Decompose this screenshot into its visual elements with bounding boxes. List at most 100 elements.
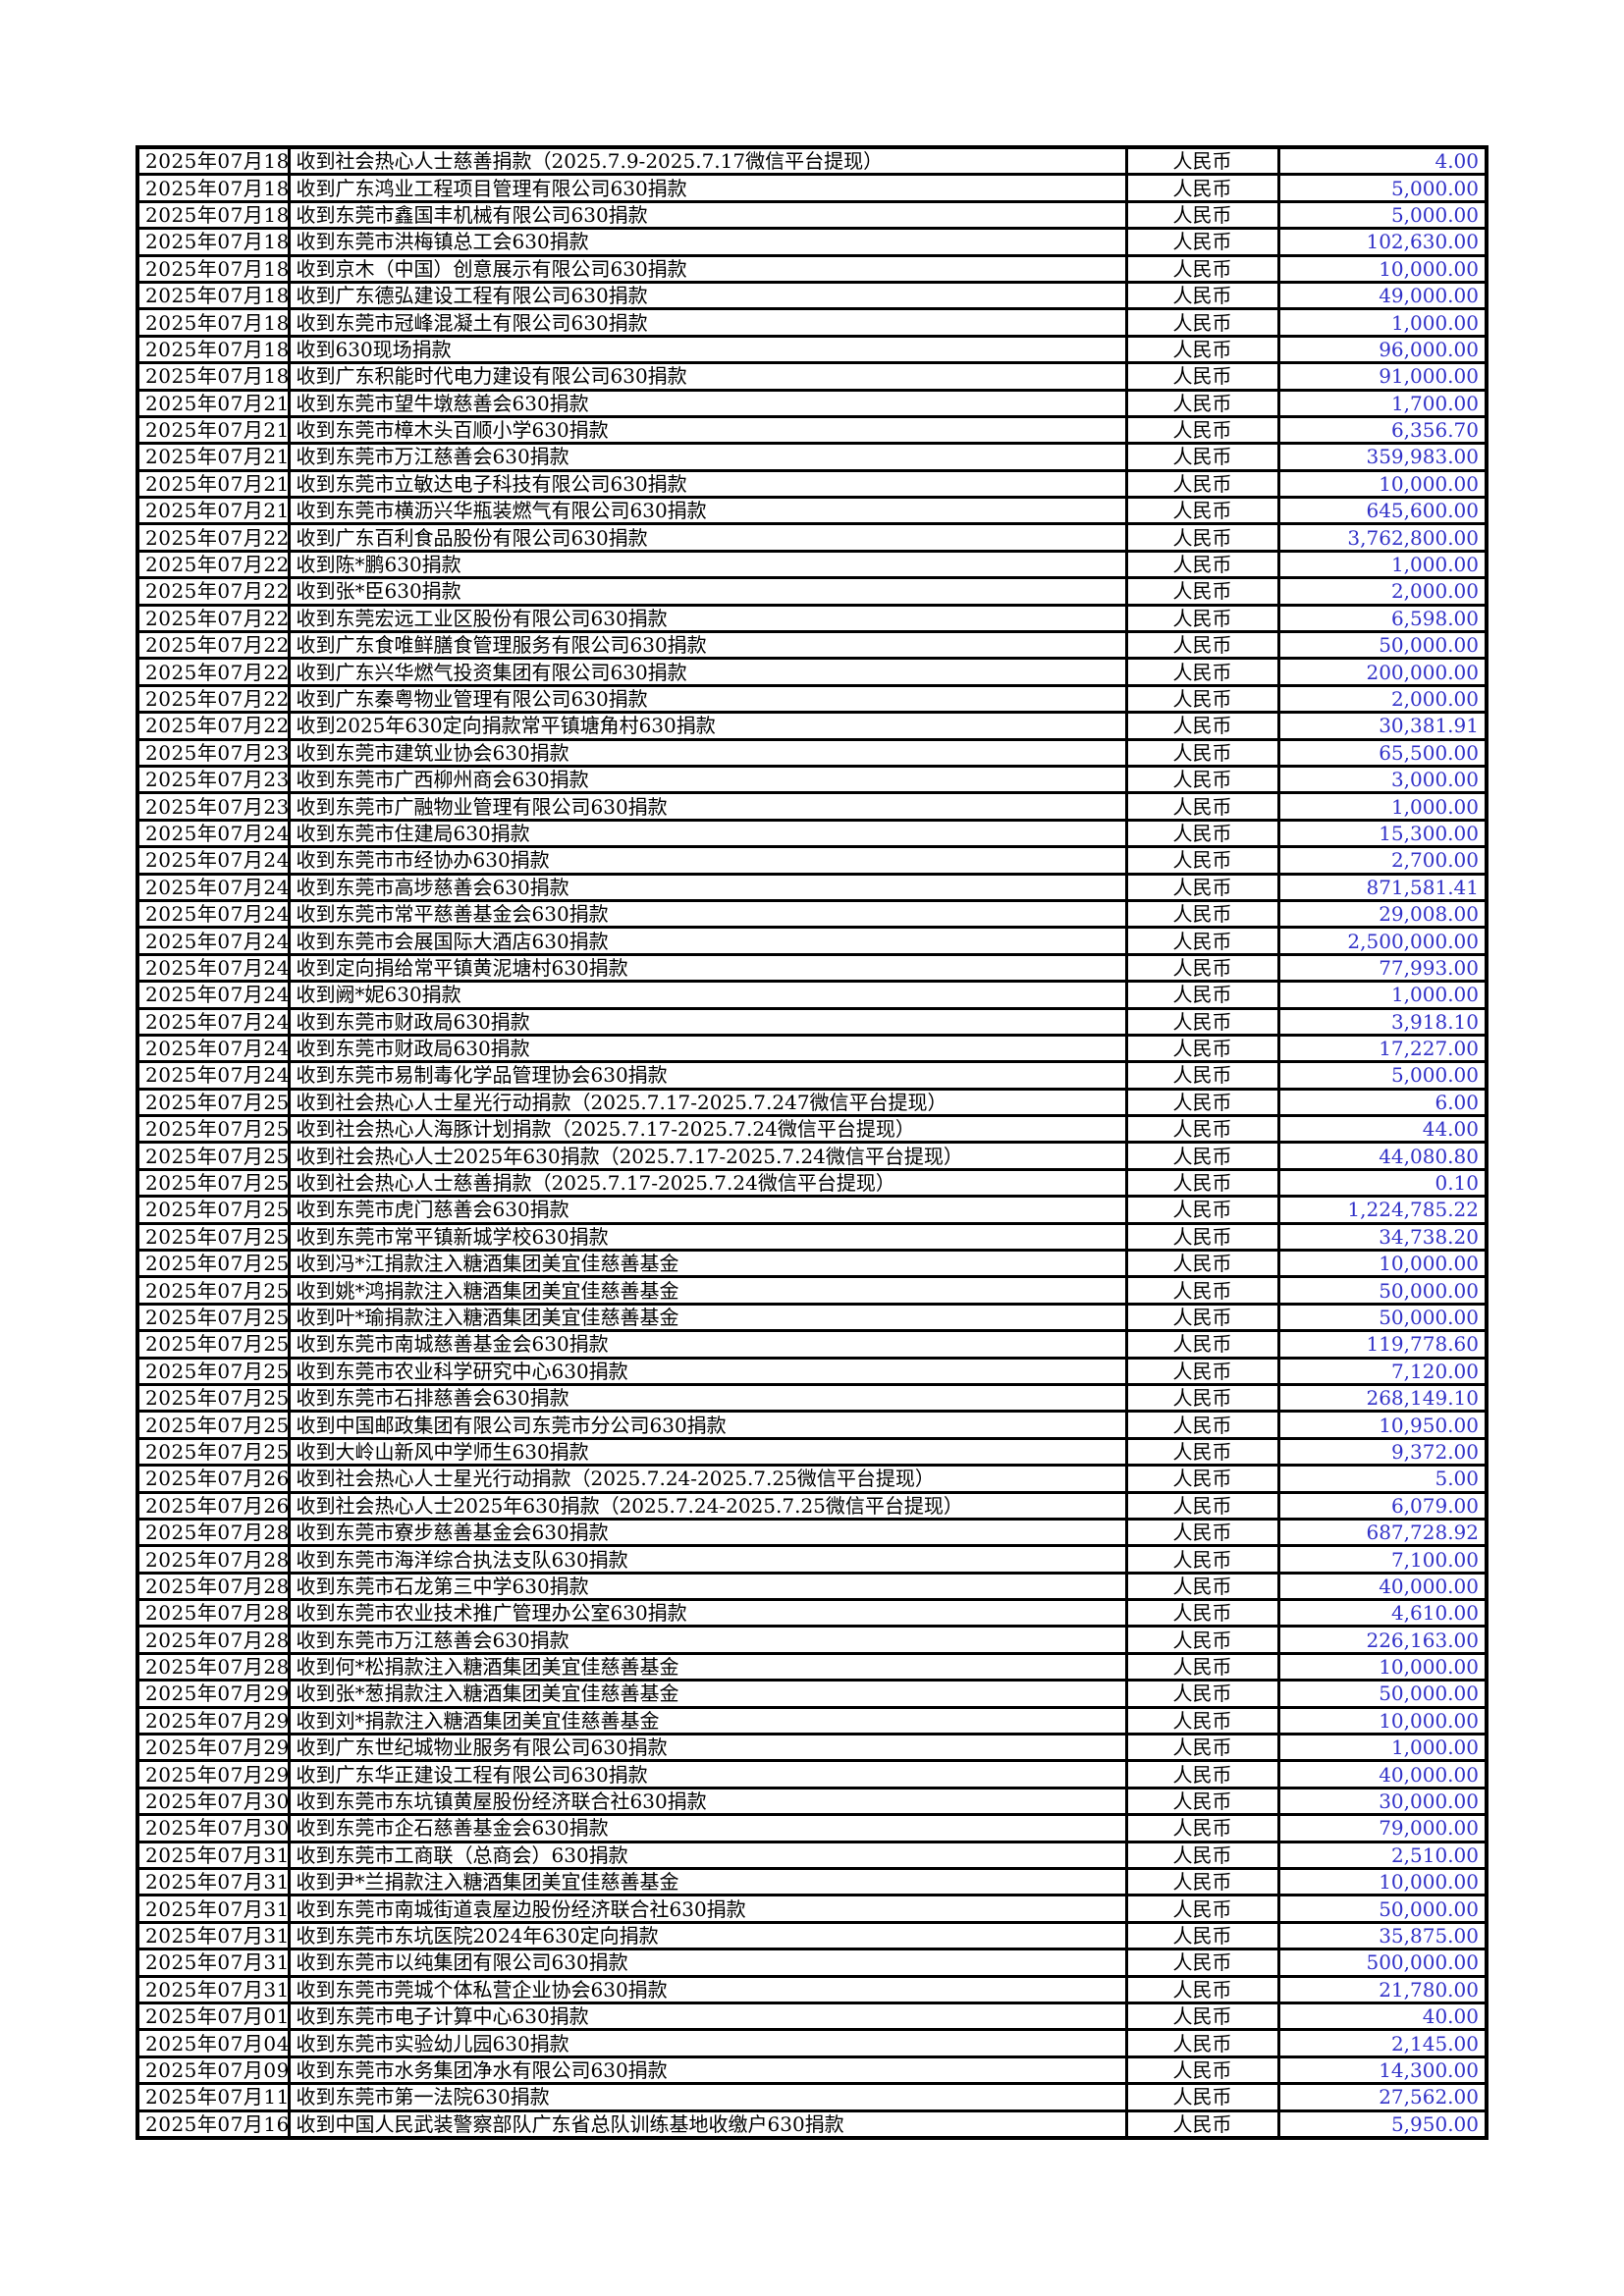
currency-cell: 人民币 [1124, 764, 1280, 795]
currency-cell: 人民币 [1124, 2082, 1280, 2112]
currency-cell: 人民币 [1124, 683, 1280, 715]
date-cell: 2025年07月26日 [135, 1490, 291, 1521]
table-row: 2025年07月30日 收到东莞市东坑镇黄屋股份经济联合社630捐款 人民币 3… [135, 1786, 1489, 1817]
currency-cell: 人民币 [1124, 1464, 1280, 1494]
amount-cell: 4.00 [1276, 145, 1489, 177]
amount-cell: 15,300.00 [1276, 818, 1489, 849]
table-row: 2025年07月25日 收到东莞市虎门慈善会630捐款 人民币 1,224,78… [135, 1195, 1489, 1225]
currency-cell: 人民币 [1124, 711, 1280, 741]
description-cell: 收到大岭山新风中学师生630捐款 [287, 1436, 1128, 1468]
currency-cell: 人民币 [1124, 1759, 1280, 1789]
donation-table: 2025年07月18日 收到社会热心人士慈善捐款（2025.7.9-2025.7… [135, 145, 1489, 2140]
currency-cell: 人民币 [1124, 1786, 1280, 1817]
description-cell: 收到广东华正建设工程有限公司630捐款 [287, 1759, 1128, 1789]
amount-cell: 4,610.00 [1276, 1598, 1489, 1629]
table-row: 2025年07月28日 收到东莞市万江慈善会630捐款 人民币 226,163.… [135, 1625, 1489, 1655]
table-row: 2025年07月24日 收到东莞市财政局630捐款 人民币 17,227.00 [135, 1033, 1489, 1064]
currency-cell: 人民币 [1124, 1195, 1280, 1225]
date-cell: 2025年07月31日 [135, 1894, 291, 1924]
amount-cell: 79,000.00 [1276, 1813, 1489, 1843]
description-cell: 收到东莞市实验幼儿园630捐款 [287, 2028, 1128, 2058]
currency-cell: 人民币 [1124, 872, 1280, 902]
amount-cell: 10,000.00 [1276, 253, 1489, 284]
currency-cell: 人民币 [1124, 630, 1280, 661]
description-cell: 收到东莞市虎门慈善会630捐款 [287, 1195, 1128, 1225]
description-cell: 收到广东德弘建设工程有限公司630捐款 [287, 280, 1128, 311]
description-cell: 收到阙*妮630捐款 [287, 980, 1128, 1010]
table-row: 2025年07月18日 收到京木（中国）创意展示有限公司630捐款 人民币 10… [135, 253, 1489, 284]
date-cell: 2025年07月25日 [135, 1141, 291, 1171]
description-cell: 收到东莞市东坑医院2024年630定向捐款 [287, 1920, 1128, 1951]
description-cell: 收到冯*江捐款注入糖酒集团美宜佳慈善基金 [287, 1248, 1128, 1279]
currency-cell: 人民币 [1124, 1974, 1280, 2004]
date-cell: 2025年07月29日 [135, 1733, 291, 1763]
date-cell: 2025年07月28日 [135, 1544, 291, 1575]
currency-cell: 人民币 [1124, 361, 1280, 392]
description-cell: 收到东莞市南城慈善基金会630捐款 [287, 1329, 1128, 1360]
date-cell: 2025年07月25日 [135, 1329, 291, 1360]
description-cell: 收到东莞市财政局630捐款 [287, 1006, 1128, 1037]
currency-cell: 人民币 [1124, 307, 1280, 338]
currency-cell: 人民币 [1124, 145, 1280, 177]
date-cell: 2025年07月25日 [135, 1410, 291, 1440]
currency-cell: 人民币 [1124, 1356, 1280, 1386]
date-cell: 2025年07月18日 [135, 199, 291, 231]
table-row: 2025年07月24日 收到东莞市常平慈善基金会630捐款 人民币 29,008… [135, 898, 1489, 930]
description-cell: 收到东莞市建筑业协会630捐款 [287, 737, 1128, 769]
currency-cell: 人民币 [1124, 442, 1280, 472]
table-row: 2025年07月23日 收到东莞市广融物业管理有限公司630捐款 人民币 1,0… [135, 791, 1489, 822]
currency-cell: 人民币 [1124, 1651, 1280, 1682]
table-row: 2025年07月18日 收到广东德弘建设工程有限公司630捐款 人民币 49,0… [135, 280, 1489, 311]
date-cell: 2025年07月25日 [135, 1382, 291, 1414]
currency-cell: 人民币 [1124, 2001, 1280, 2032]
date-cell: 2025年07月25日 [135, 1302, 291, 1333]
currency-cell: 人民币 [1124, 1221, 1280, 1253]
description-cell: 收到东莞市万江慈善会630捐款 [287, 442, 1128, 472]
description-cell: 收到京木（中国）创意展示有限公司630捐款 [287, 253, 1128, 284]
date-cell: 2025年07月31日 [135, 1920, 291, 1951]
table-row: 2025年07月25日 收到中国邮政集团有限公司东莞市分公司630捐款 人民币 … [135, 1410, 1489, 1440]
date-cell: 2025年07月26日 [135, 1464, 291, 1494]
amount-cell: 10,000.00 [1276, 1651, 1489, 1682]
currency-cell: 人民币 [1124, 791, 1280, 822]
amount-cell: 268,149.10 [1276, 1382, 1489, 1414]
currency-cell: 人民币 [1124, 1866, 1280, 1897]
table-row: 2025年07月22日 收到张*臣630捐款 人民币 2,000.00 [135, 576, 1489, 607]
date-cell: 2025年07月24日 [135, 980, 291, 1010]
currency-cell: 人民币 [1124, 173, 1280, 203]
table-row: 2025年07月25日 收到姚*鸿捐款注入糖酒集团美宜佳慈善基金 人民币 50,… [135, 1275, 1489, 1306]
table-row: 2025年07月22日 收到广东兴华燃气投资集团有限公司630捐款 人民币 20… [135, 657, 1489, 687]
date-cell: 2025年07月22日 [135, 522, 291, 553]
description-cell: 收到东莞市电子计算中心630捐款 [287, 2001, 1128, 2032]
table-row: 2025年07月31日 收到东莞市南城街道袁屋边股份经济联合社630捐款 人民币… [135, 1894, 1489, 1924]
table-row: 2025年07月28日 收到东莞市寮步慈善基金会630捐款 人民币 687,72… [135, 1517, 1489, 1548]
description-cell: 收到东莞市常平镇新城学校630捐款 [287, 1221, 1128, 1253]
amount-cell: 44.00 [1276, 1114, 1489, 1145]
date-cell: 2025年07月22日 [135, 576, 291, 607]
amount-cell: 3,762,800.00 [1276, 522, 1489, 553]
amount-cell: 5,950.00 [1276, 2109, 1489, 2140]
amount-cell: 200,000.00 [1276, 657, 1489, 687]
date-cell: 2025年07月25日 [135, 1356, 291, 1386]
description-cell: 收到东莞市洪梅镇总工会630捐款 [287, 227, 1128, 257]
amount-cell: 50,000.00 [1276, 1894, 1489, 1924]
date-cell: 2025年07月21日 [135, 414, 291, 446]
table-row: 2025年07月04日 收到东莞市实验幼儿园630捐款 人民币 2,145.00 [135, 2028, 1489, 2058]
amount-cell: 50,000.00 [1276, 630, 1489, 661]
amount-cell: 50,000.00 [1276, 1679, 1489, 1709]
description-cell: 收到广东百利食品股份有限公司630捐款 [287, 522, 1128, 553]
description-cell: 收到社会热心人士慈善捐款（2025.7.9-2025.7.17微信平台提现） [287, 145, 1128, 177]
table-row: 2025年07月16日 收到中国人民武装警察部队广东省总队训练基地收缴户630捐… [135, 2109, 1489, 2140]
date-cell: 2025年07月18日 [135, 227, 291, 257]
amount-cell: 6,079.00 [1276, 1490, 1489, 1521]
table-row: 2025年07月21日 收到东莞市樟木头百顺小学630捐款 人民币 6,356.… [135, 414, 1489, 446]
table-row: 2025年07月28日 收到东莞市海洋综合执法支队630捐款 人民币 7,100… [135, 1544, 1489, 1575]
date-cell: 2025年07月18日 [135, 307, 291, 338]
amount-cell: 645,600.00 [1276, 496, 1489, 526]
amount-cell: 5,000.00 [1276, 173, 1489, 203]
table-row: 2025年07月25日 收到东莞市常平镇新城学校630捐款 人民币 34,738… [135, 1221, 1489, 1253]
amount-cell: 44,080.80 [1276, 1141, 1489, 1171]
table-row: 2025年07月29日 收到广东世纪城物业服务有限公司630捐款 人民币 1,0… [135, 1733, 1489, 1763]
currency-cell: 人民币 [1124, 1275, 1280, 1306]
table-row: 2025年07月24日 收到东莞市会展国际大酒店630捐款 人民币 2,500,… [135, 926, 1489, 956]
